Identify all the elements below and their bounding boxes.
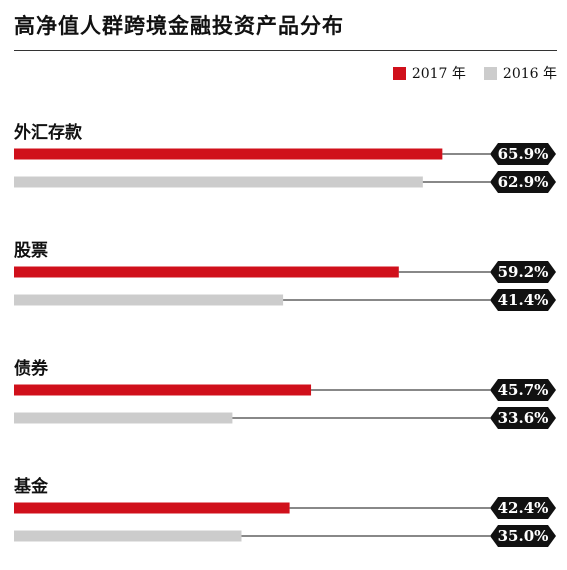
category-label-cat-3: 基金 (13, 476, 49, 497)
bar-2017-cat-0 (14, 148, 443, 160)
legend-label-2016: 2016 年 (502, 66, 557, 82)
legend-item-2017: 2017 年 (392, 63, 466, 83)
title-divider (14, 50, 557, 51)
bar-2016-cat-3 (14, 530, 242, 542)
bar-2016-cat-0 (14, 176, 423, 188)
value-label-2016-cat-1: 41.4% (498, 291, 549, 309)
legend-label-2017: 2017 年 (411, 66, 466, 82)
legend-swatch-2017 (392, 66, 406, 80)
bar-2017-cat-2 (14, 384, 312, 396)
value-badge-2017-cat-2 (490, 379, 556, 401)
value-badge-2017-cat-1 (490, 261, 556, 283)
category-label-cat-2: 债券 (14, 358, 49, 379)
value-badge-2016-cat-0 (490, 171, 556, 193)
value-badge-2016-cat-2 (490, 407, 556, 429)
bar-2016-cat-2 (14, 412, 233, 424)
chart-legend: 2017 年 2016 年 (375, 63, 557, 83)
value-label-2016-cat-3: 35.0% (498, 527, 549, 545)
value-badge-2017-cat-0 (490, 143, 556, 165)
bar-2017-cat-3 (14, 502, 290, 514)
value-label-2017-cat-3: 42.4% (498, 499, 549, 517)
value-label-2016-cat-0: 62.9% (498, 173, 549, 191)
value-badge-2016-cat-3 (490, 525, 556, 547)
value-label-2017-cat-0: 65.9% (498, 145, 549, 163)
value-badge-2016-cat-1 (490, 289, 556, 311)
bar-2017-cat-1 (14, 266, 399, 278)
category-label-cat-1: 股票 (14, 241, 48, 261)
value-label-2017-cat-1: 59.2% (498, 263, 549, 281)
value-label-2016-cat-2: 33.6% (498, 409, 549, 427)
value-label-2017-cat-2: 45.7% (498, 381, 549, 399)
legend-item-2016: 2016 年 (483, 63, 557, 83)
legend-swatch-2016 (483, 66, 497, 80)
value-badge-2017-cat-3 (490, 497, 556, 519)
category-label-cat-0: 外汇存款 (14, 122, 83, 143)
bar-2016-cat-1 (14, 294, 284, 306)
chart-title: 高净值人群跨境金融投资产品分布 (14, 13, 344, 38)
